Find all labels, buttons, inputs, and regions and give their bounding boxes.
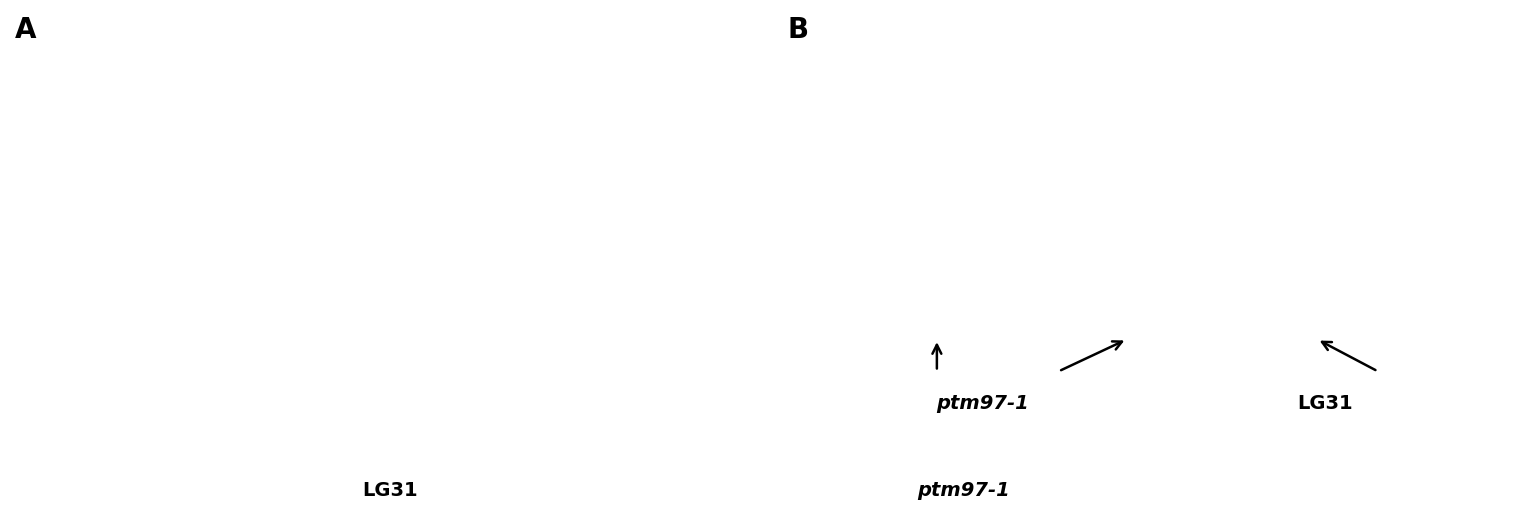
Text: LG31: LG31 [363,481,418,500]
Text: LG31: LG31 [1297,394,1353,413]
Text: B: B [788,16,809,44]
Text: ptm97-1: ptm97-1 [918,481,1010,500]
Text: A: A [15,16,37,44]
FancyBboxPatch shape [811,342,1489,452]
Text: ptm97-1: ptm97-1 [936,394,1028,413]
